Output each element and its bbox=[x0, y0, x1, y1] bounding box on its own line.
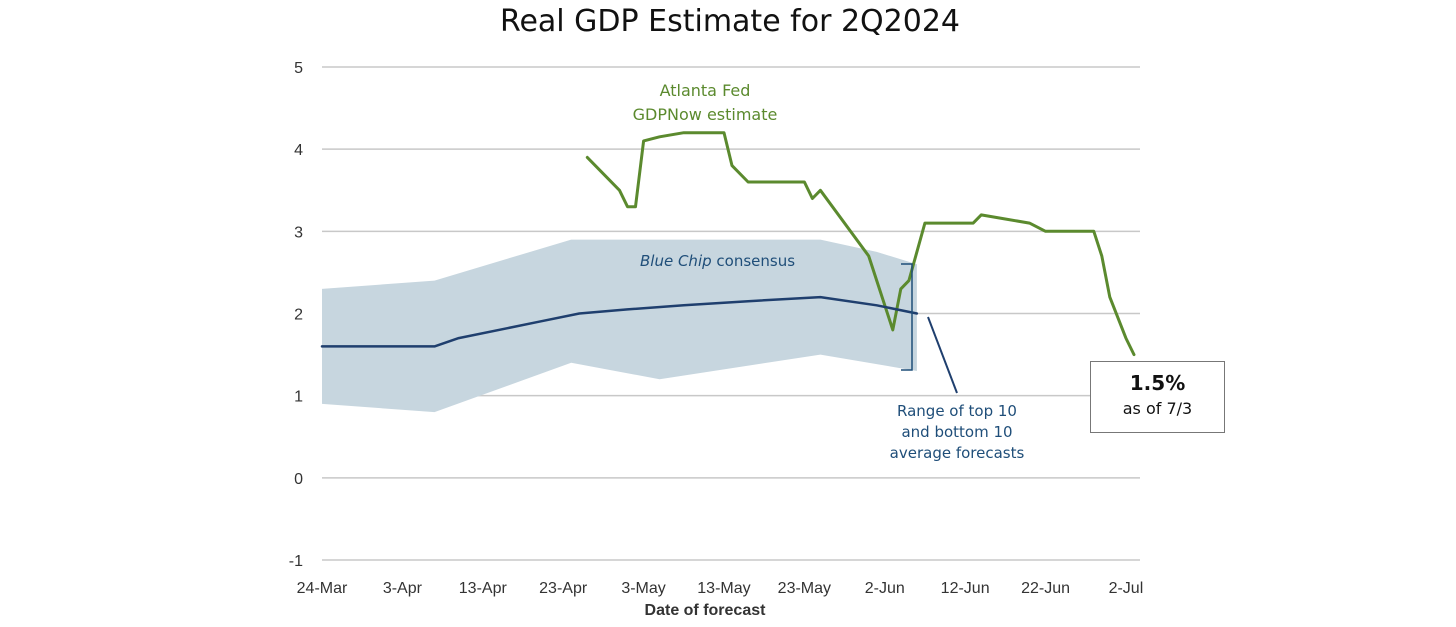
x-tick-label: 23-Apr bbox=[539, 580, 588, 597]
annotations: Atlanta Fed GDPNow estimate Blue Chip cons… bbox=[633, 81, 1025, 462]
x-tick-label: 24-Mar bbox=[297, 580, 348, 597]
range-leader-line bbox=[927, 316, 958, 394]
x-tick-label: 13-Apr bbox=[459, 580, 508, 597]
gdpnow-series-line bbox=[585, 131, 1136, 357]
bluechip-label: Blue Chip consensus bbox=[640, 252, 795, 270]
range-label: average forecasts bbox=[890, 444, 1025, 462]
x-tick-label: 12-Jun bbox=[941, 580, 990, 597]
chart-title: Real GDP Estimate for 2Q2024 bbox=[499, 4, 961, 39]
x-tick-label: 2-Jul bbox=[1109, 580, 1144, 597]
latest-value: 1.5% bbox=[1129, 371, 1186, 395]
y-tick-label: 0 bbox=[294, 471, 303, 488]
x-tick-label: 23-May bbox=[778, 580, 831, 597]
y-tick-label: 2 bbox=[294, 307, 303, 324]
range-bracket bbox=[901, 263, 913, 371]
x-axis-title: Date of forecast bbox=[645, 602, 767, 619]
range-label: Range of top 10 bbox=[897, 402, 1017, 420]
x-tick-label: 13-May bbox=[697, 580, 750, 597]
range-band bbox=[322, 239, 917, 413]
y-tick-label: 4 bbox=[294, 142, 303, 159]
gdpnow-label: Atlanta Fed bbox=[660, 81, 751, 100]
forecast-range-band bbox=[322, 239, 917, 413]
x-tick-label: 2-Jun bbox=[865, 580, 905, 597]
y-tick-label: -1 bbox=[289, 553, 303, 570]
y-tick-label: 1 bbox=[294, 389, 303, 406]
x-tick-label: 3-May bbox=[621, 580, 665, 597]
x-tick-label: 22-Jun bbox=[1021, 580, 1070, 597]
y-tick-label: 3 bbox=[294, 224, 303, 241]
gdpnow-label: GDPNow estimate bbox=[633, 105, 778, 124]
latest-value-callout: 1.5% as of 7/3 bbox=[1090, 361, 1225, 433]
range-label: and bottom 10 bbox=[901, 423, 1012, 441]
latest-value-date: as of 7/3 bbox=[1122, 399, 1193, 418]
y-tick-labels: 5 4 3 2 1 0 -1 bbox=[289, 60, 303, 570]
y-tick-label: 5 bbox=[294, 60, 303, 77]
bluechip-series-line bbox=[320, 295, 919, 348]
x-tick-label: 3-Apr bbox=[383, 580, 423, 597]
series-lines bbox=[320, 131, 1136, 357]
x-tick-labels: 24-Mar 3-Apr 13-Apr 23-Apr 3-May 13-May 23-May… bbox=[297, 580, 1144, 597]
